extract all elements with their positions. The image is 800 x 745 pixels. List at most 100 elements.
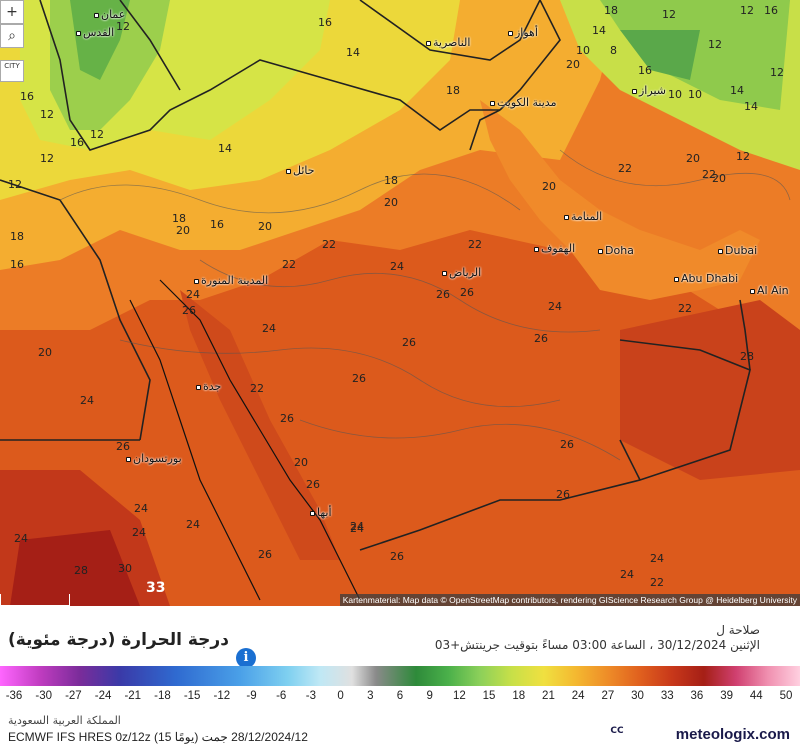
temperature-label: 16 [764, 4, 778, 17]
temperature-label: 16 [318, 16, 332, 29]
temperature-label: 14 [744, 100, 758, 113]
validity-label: صلاحة ل [716, 623, 760, 637]
temperature-label: 12 [116, 20, 130, 33]
colorbar-tick-label: 30 [631, 690, 644, 702]
temperature-label: 20 [38, 346, 52, 359]
temperature-label: 20 [712, 172, 726, 185]
temperature-label: 18 [384, 174, 398, 187]
legend-title: درجة الحرارة (درجة مئوية) [8, 630, 229, 650]
temperature-label: 12 [40, 152, 54, 165]
city-label: الهفوف [532, 242, 575, 255]
temperature-label: 22 [468, 238, 482, 251]
legend-panel: درجة الحرارة (درجة مئوية) i صلاحة ل الإث… [0, 606, 800, 745]
temperature-label: 20 [176, 224, 190, 237]
colorbar-tick-label: -21 [124, 690, 142, 702]
city-label: حائل [284, 164, 315, 177]
temperature-label: 22 [282, 258, 296, 271]
temperature-label: 24 [134, 502, 148, 515]
temperature-label: 26 [306, 478, 320, 491]
zoom-in-button[interactable]: + [0, 0, 24, 24]
colorbar-tick-label: 18 [512, 690, 526, 702]
temperature-label: 24 [620, 568, 634, 581]
temperature-label: 12 [662, 8, 676, 21]
temperature-label: 26 [116, 440, 130, 453]
temperature-label: 26 [556, 488, 570, 501]
temperature-label: 22 [702, 168, 716, 181]
temperature-label: 18 [10, 230, 24, 243]
temperature-label: 12 [8, 178, 22, 191]
colorbar-tick-label: -9 [246, 690, 257, 702]
colorbar-tick-label: 36 [690, 690, 704, 702]
temperature-label: 22 [322, 238, 336, 251]
temperature-label: 16 [10, 258, 24, 271]
temperature-label: 12 [708, 38, 722, 51]
city-label: شيراز [630, 84, 666, 97]
temperature-label: 26 [436, 288, 450, 301]
temperature-label: 28 [74, 564, 88, 577]
temperature-label: 26 [258, 548, 272, 561]
temperature-label: 26 [460, 286, 474, 299]
temperature-label: 26 [534, 332, 548, 345]
city-label: Al Ain [748, 284, 789, 297]
city-label: أهواز [506, 26, 538, 39]
temperature-label: 20 [384, 196, 398, 209]
city-label: جدة [194, 380, 221, 393]
temperature-label: 22 [650, 576, 664, 589]
temperature-label: 24 [186, 288, 200, 301]
temperature-label: 26 [402, 336, 416, 349]
temperature-label: 12 [40, 108, 54, 121]
city-label: Dubai [716, 244, 757, 257]
city-label: المدينة المنورة [192, 274, 268, 287]
colorbar-tick-label: -6 [276, 690, 287, 702]
validity-info: صلاحة ل الإثنين 30/12/2024 ، الساعة 03:0… [435, 623, 760, 653]
temperature-label: 22 [678, 302, 692, 315]
temperature-label: 22 [618, 162, 632, 175]
temperature-label: 24 [650, 552, 664, 565]
temperature-label: 16 [20, 90, 34, 103]
search-zoom-button[interactable]: ⌕ [0, 24, 24, 48]
temperature-label: 14 [730, 84, 744, 97]
temperature-label: 20 [542, 180, 556, 193]
city-layer-toggle[interactable]: CITY [0, 60, 24, 82]
city-label: أبها [308, 506, 332, 519]
scale-bar [0, 594, 70, 606]
max-temperature-label: 33 [146, 580, 166, 596]
city-label: بورتسودان [124, 452, 182, 465]
temperature-label: 20 [686, 152, 700, 165]
colorbar-tick-label: 27 [601, 690, 615, 702]
colorbar-ticks: -36 -30 -27 -24 -21 -18 -15 -12 -9 -6 -3 0 3 6 9 12 15 18… [0, 690, 800, 706]
temperature-label: 20 [258, 220, 272, 233]
colorbar-tick-label: 6 [396, 690, 404, 702]
info-icon[interactable]: i [236, 648, 256, 668]
temperature-label: 20 [566, 58, 580, 71]
temperature-label: 26 [560, 438, 574, 451]
temperature-label: 24 [14, 532, 28, 545]
city-label: عمان [92, 8, 125, 21]
temperature-label: 12 [736, 150, 750, 163]
colorbar-tick-label: -3 [305, 690, 317, 702]
temperature-label: 26 [280, 412, 294, 425]
temperature-label: 26 [390, 550, 404, 563]
temperature-label: 10 [576, 44, 590, 57]
brand-link[interactable]: meteologix.com [675, 726, 790, 743]
temperature-label: 12 [770, 66, 784, 79]
temperature-label: 24 [132, 526, 146, 539]
colorbar-tick-label: 0 [337, 690, 344, 702]
legend-header: درجة الحرارة (درجة مئوية) i [8, 626, 792, 668]
temperature-label: 16 [210, 218, 224, 231]
temperature-map[interactable]: 16 12 12 10 16 20 18 14 12 16 12 14 18 2… [0, 0, 800, 606]
map-attribution: Kartenmaterial: Map data © OpenStreetMap… [339, 594, 800, 606]
temperature-label: 16 [70, 136, 84, 149]
map-canvas [0, 0, 800, 606]
temperature-label: 26 [182, 304, 196, 317]
city-label: المنامة [562, 210, 602, 223]
meteologix-logo-icon: CC [610, 726, 624, 736]
colorbar-tick-label: -36 [5, 690, 23, 702]
city-label: Doha [596, 244, 634, 257]
city-label: الرياض [440, 266, 481, 279]
temperature-label: 18 [604, 4, 618, 17]
colorbar-tick-label: 21 [542, 690, 555, 702]
temperature-label: 24 [390, 260, 404, 273]
temperature-label: 24 [350, 522, 364, 535]
colorbar-tick-label: 9 [426, 690, 433, 702]
